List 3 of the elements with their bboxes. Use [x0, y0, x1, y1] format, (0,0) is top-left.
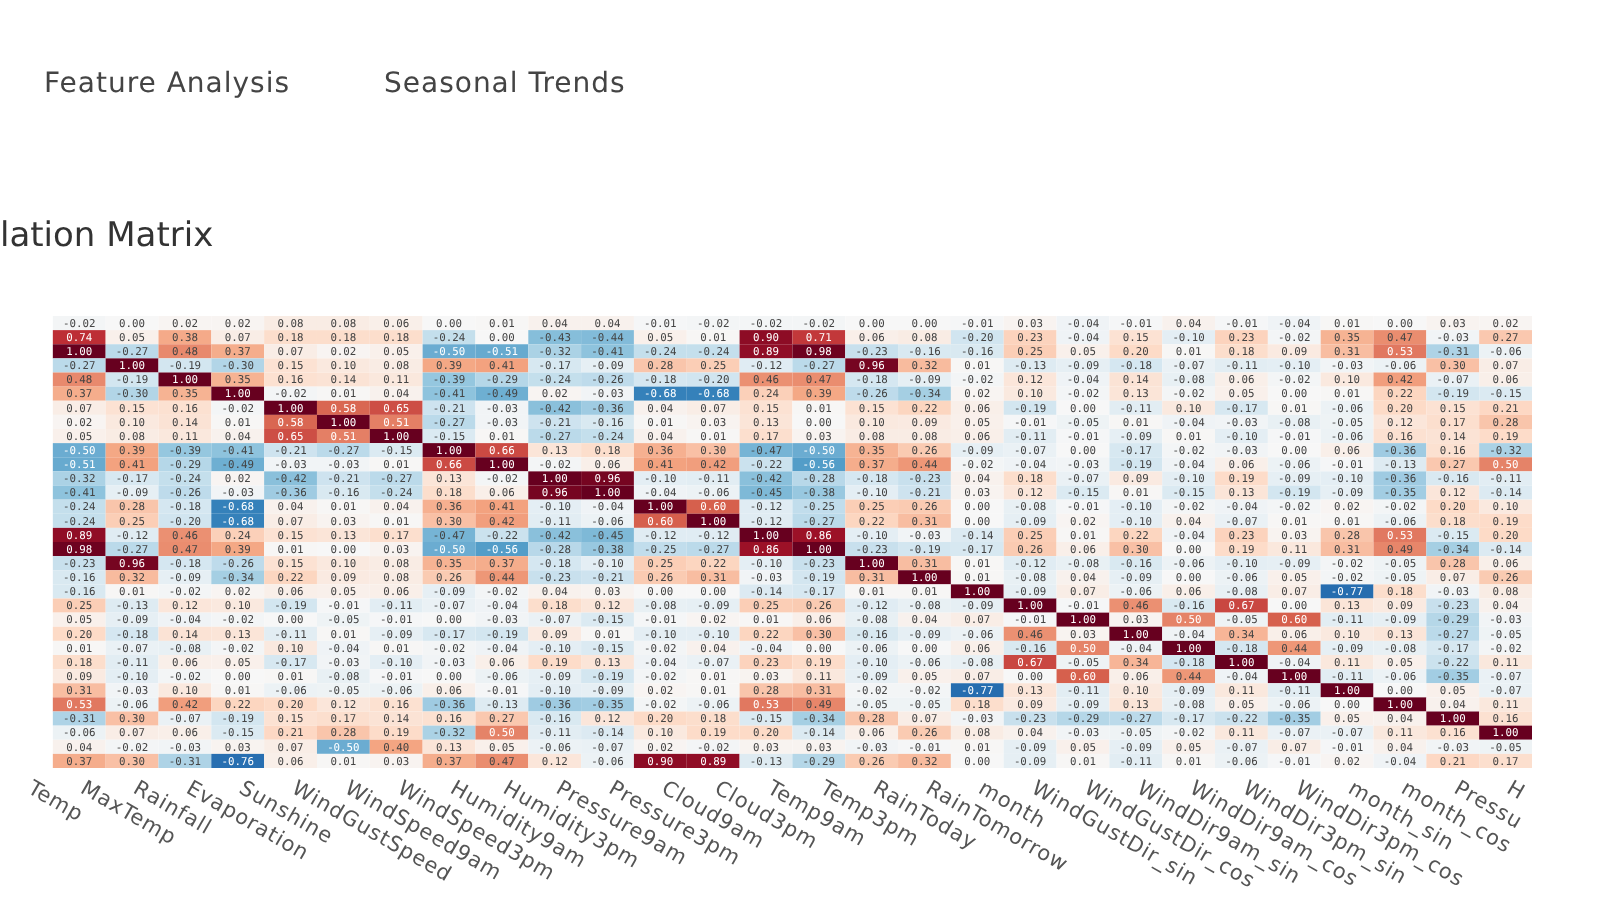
tab-label: Seasonal Trends	[384, 68, 626, 100]
chart-title: lation Matrix	[0, 216, 214, 256]
tab-label: Feature Analysis	[44, 68, 291, 100]
